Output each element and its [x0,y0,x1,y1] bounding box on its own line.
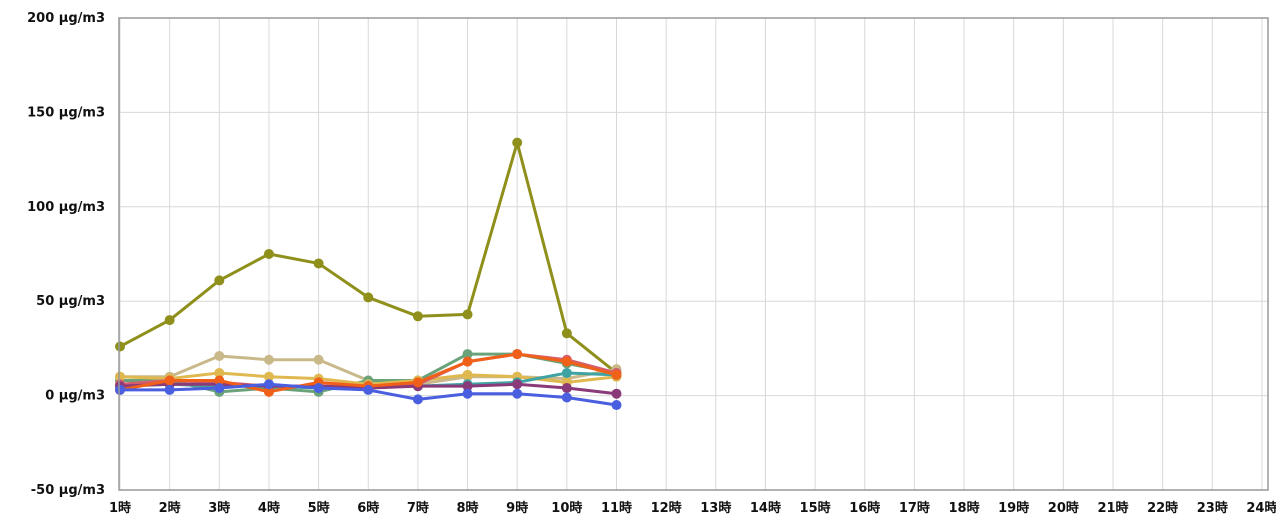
data-point [313,354,324,365]
data-point [214,383,225,394]
y-tick-label: 200 μg/m3 [27,11,105,26]
y-axis-ticks: 200 μg/m3 150 μg/m3 100 μg/m3 50 μg/m3 0 μg/… [27,11,105,498]
data-point [115,341,125,352]
x-tick-label: 15時 [800,500,831,516]
data-point [263,249,274,259]
data-point [462,356,473,367]
data-point [512,137,523,148]
data-point [611,400,622,411]
x-tick-label: 9時 [506,500,528,516]
x-tick-label: 4時 [258,500,280,516]
data-point [263,354,274,365]
y-tick-label: 50 μg/m3 [36,294,105,309]
data-point [115,371,125,382]
data-point [512,349,523,360]
x-tick-label: 24時 [1246,500,1276,516]
grid [119,17,1268,491]
x-tick-label: 10時 [551,500,582,516]
x-tick-label: 20時 [1048,500,1079,516]
data-point [313,258,324,269]
data-point [214,375,225,386]
x-tick-label: 6時 [357,500,379,516]
y-tick-label: 100 μg/m3 [27,200,105,215]
x-tick-label: 5時 [308,500,330,516]
data-point [164,375,175,386]
data-point [214,350,225,361]
data-point [263,371,274,382]
x-tick-label: 22時 [1147,500,1178,516]
x-tick-label: 11時 [601,500,632,516]
data-point [561,383,572,394]
data-point [512,379,523,390]
data-point [462,369,473,380]
x-tick-label: 7時 [407,500,429,516]
plot-frame [118,17,1269,491]
x-tick-label: 3時 [208,500,230,516]
data-point [412,394,423,405]
x-tick-label: 14時 [750,500,781,516]
data-point [462,381,473,392]
y-tick-label: 150 μg/m3 [27,105,105,120]
x-tick-label: 21時 [1097,500,1128,516]
x-tick-label: 2時 [159,500,181,516]
data-point [263,379,274,390]
x-tick-label: 19時 [998,500,1029,516]
x-tick-label: 18時 [949,500,980,516]
x-tick-label: 16時 [849,500,880,516]
x-tick-label: 8時 [457,500,479,516]
data-point [363,384,374,395]
data-point [561,392,572,403]
data-point [115,384,125,395]
data-point [561,328,572,339]
series-1 [115,137,622,378]
data-point [164,384,175,395]
data-point [611,388,622,399]
data-point [214,367,225,378]
x-tick-label: 23時 [1197,500,1228,516]
series-group [115,137,622,411]
data-point [512,388,523,399]
data-point [363,292,374,303]
data-point [214,275,225,286]
x-axis-ticks: 1時 2時 3時 4時 5時 6時 7時 8時 9時 10時 11時 12時 13時 14時 15時 16時 1… [109,500,1276,516]
data-point [263,386,274,397]
y-tick-label: 0 μg/m3 [45,389,105,404]
x-tick-label: 17時 [899,500,930,516]
data-point [313,383,324,394]
data-point [412,311,423,322]
x-tick-label: 12時 [651,500,682,516]
y-tick-label: -50 μg/m3 [31,483,105,498]
series-9 [115,379,622,411]
data-point [412,377,423,388]
data-point [462,349,473,360]
data-point [462,388,473,399]
data-point [611,369,622,380]
data-point [561,356,572,367]
x-tick-label: 13時 [700,500,731,516]
data-point [462,309,473,320]
data-point [561,367,572,378]
x-tick-label: 1時 [109,500,131,516]
data-point [164,315,175,326]
